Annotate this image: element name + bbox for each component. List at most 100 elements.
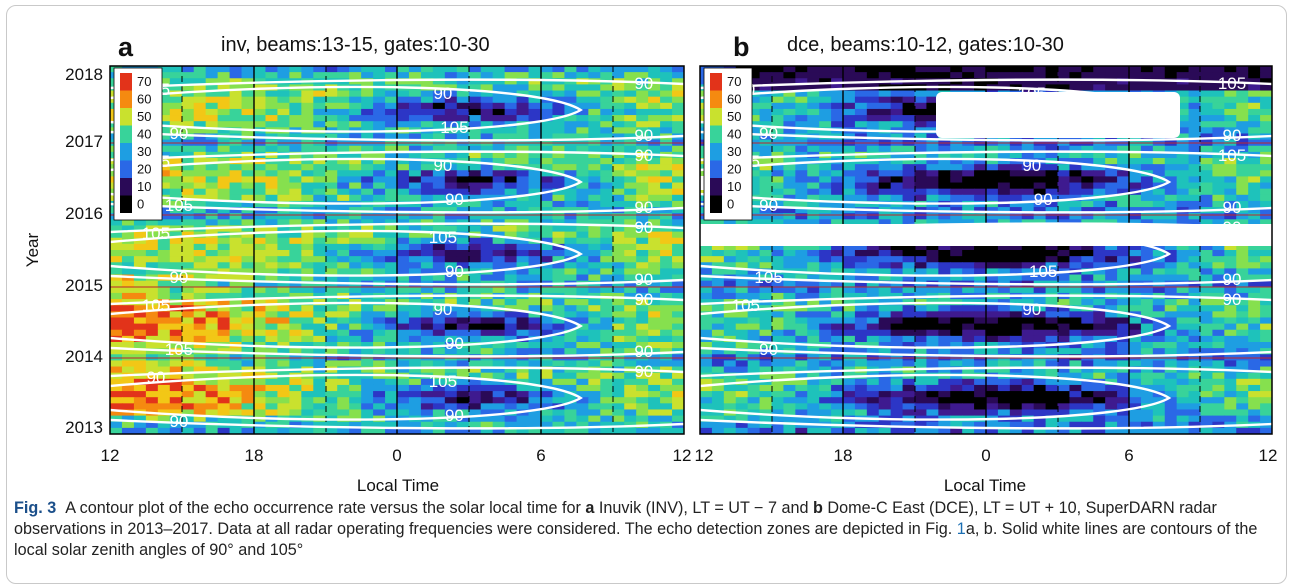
heatmap-cell bbox=[361, 250, 374, 257]
heatmap-cell bbox=[819, 268, 832, 276]
heatmap-cell bbox=[843, 243, 856, 251]
heatmap-cell bbox=[1045, 256, 1059, 263]
heatmap-cell bbox=[480, 158, 494, 165]
heatmap-cell bbox=[878, 158, 892, 165]
heatmap-cell bbox=[1021, 200, 1035, 208]
heatmap-cell bbox=[1164, 311, 1178, 319]
heatmap-cell bbox=[974, 182, 987, 190]
heatmap-cell bbox=[289, 164, 302, 171]
heatmap-cell bbox=[313, 256, 326, 263]
heatmap-cell bbox=[468, 323, 482, 331]
heatmap-cell bbox=[624, 299, 637, 306]
heatmap-cell bbox=[205, 115, 219, 122]
heatmap-cell bbox=[831, 317, 844, 325]
heatmap-cell bbox=[866, 188, 880, 196]
heatmap-cell bbox=[397, 335, 410, 343]
heatmap-cell bbox=[672, 164, 684, 171]
heatmap-cell bbox=[241, 292, 255, 300]
heatmap-cell bbox=[301, 213, 314, 220]
heatmap-cell bbox=[783, 66, 796, 73]
heatmap-cell bbox=[1057, 262, 1071, 269]
heatmap-cell bbox=[193, 286, 207, 294]
heatmap-cell bbox=[349, 145, 362, 153]
heatmap-cell bbox=[169, 280, 183, 288]
heatmap-cell bbox=[735, 280, 749, 288]
heatmap-cell bbox=[181, 311, 195, 319]
heatmap-cell bbox=[783, 78, 796, 85]
heatmap-cell bbox=[672, 292, 684, 300]
heatmap-cell bbox=[759, 151, 773, 159]
heatmap-cell bbox=[1009, 256, 1023, 263]
heatmap-cell bbox=[420, 231, 434, 239]
heatmap-cell bbox=[361, 188, 374, 196]
heatmap-cell bbox=[723, 292, 737, 300]
heatmap-cell bbox=[373, 219, 386, 227]
heatmap-cell bbox=[217, 305, 231, 312]
heatmap-cell bbox=[588, 403, 601, 411]
heatmap-cell bbox=[253, 243, 267, 251]
heatmap-cell bbox=[636, 170, 649, 177]
heatmap-cell bbox=[660, 164, 673, 171]
heatmap-cell bbox=[157, 311, 171, 319]
heatmap-cell bbox=[301, 90, 314, 98]
heatmap-cell bbox=[660, 262, 673, 269]
heatmap-cell bbox=[373, 403, 386, 411]
heatmap-cell bbox=[540, 305, 554, 312]
heatmap-cell bbox=[229, 262, 243, 269]
heatmap-cell bbox=[397, 384, 410, 392]
heatmap-cell bbox=[277, 90, 290, 98]
heatmap-cell bbox=[456, 127, 470, 135]
heatmap-cell bbox=[843, 96, 856, 104]
heatmap-cell bbox=[516, 415, 530, 423]
heatmap-cell bbox=[700, 274, 713, 282]
heatmap-cell bbox=[301, 170, 314, 177]
heatmap-cell bbox=[492, 243, 506, 251]
heatmap-cell bbox=[349, 305, 362, 312]
heatmap-cell bbox=[1021, 207, 1035, 214]
heatmap-cell bbox=[926, 213, 939, 220]
heatmap-cell bbox=[986, 274, 999, 282]
heatmap-cell bbox=[420, 384, 434, 392]
heatmap-cell bbox=[277, 299, 290, 306]
heatmap-cell bbox=[337, 213, 350, 220]
heatmap-cell bbox=[349, 342, 362, 349]
heatmap-cell bbox=[444, 262, 458, 269]
heatmap-cell bbox=[1224, 182, 1237, 190]
heatmap-cell bbox=[1260, 164, 1272, 171]
heatmap-cell bbox=[938, 194, 951, 202]
heatmap-cell bbox=[205, 182, 219, 190]
heatmap-cell bbox=[289, 317, 302, 325]
heatmap-cell bbox=[997, 305, 1011, 312]
heatmap-cell bbox=[950, 145, 963, 153]
heatmap-cell bbox=[1200, 84, 1214, 92]
heatmap-cell bbox=[349, 323, 362, 331]
heatmap-cell bbox=[1129, 145, 1142, 153]
heatmap-cell bbox=[432, 311, 446, 319]
heatmap-cell bbox=[1093, 145, 1106, 153]
heatmap-cell bbox=[420, 311, 434, 319]
heatmap-cell bbox=[420, 121, 434, 128]
heatmap-cell bbox=[588, 121, 601, 128]
heatmap-cell bbox=[420, 323, 434, 331]
heatmap-cell bbox=[1093, 66, 1106, 73]
heatmap-cell bbox=[831, 274, 844, 282]
heatmap-cell bbox=[950, 213, 963, 220]
heatmap-cell bbox=[492, 348, 506, 355]
heatmap-cell bbox=[229, 145, 243, 153]
heatmap-cell bbox=[1009, 323, 1023, 331]
heatmap-cell bbox=[157, 421, 171, 429]
contour-line-90 bbox=[110, 366, 684, 378]
heatmap-cell bbox=[313, 66, 326, 73]
heatmap-cell bbox=[133, 262, 147, 269]
heatmap-cell bbox=[385, 323, 398, 331]
heatmap-cell bbox=[974, 207, 987, 214]
heatmap-cell bbox=[819, 207, 832, 214]
heatmap-cell bbox=[831, 182, 844, 190]
heatmap-cell bbox=[432, 384, 446, 392]
heatmap-cell bbox=[843, 176, 856, 184]
heatmap-cell bbox=[1045, 299, 1059, 306]
heatmap-cell bbox=[997, 243, 1011, 251]
heatmap-cell bbox=[747, 108, 761, 116]
heatmap-cell bbox=[157, 323, 171, 331]
heatmap-cell bbox=[1069, 145, 1082, 153]
